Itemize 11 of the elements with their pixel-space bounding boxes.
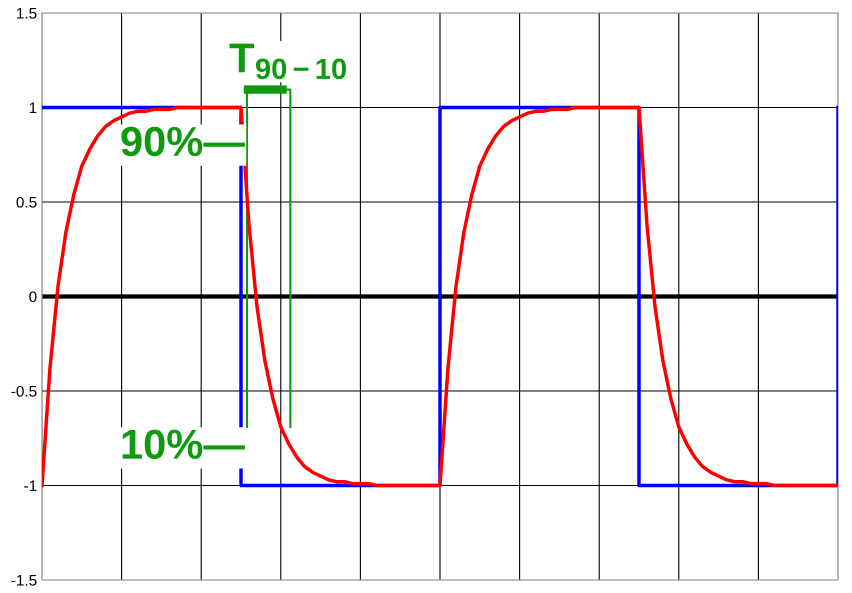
y-tick-label: 1.5 <box>17 8 36 19</box>
line-series <box>42 106 838 488</box>
annotation: 10%— <box>122 430 245 460</box>
y-tick-label: 0.5 <box>16 196 36 208</box>
y-tick-label: 1 <box>30 102 36 114</box>
y-tick-label: -0.5 <box>11 386 36 397</box>
y-tick-label: -1 <box>24 480 36 492</box>
annotation: 90%— <box>121 126 245 156</box>
annotation: T$_{90−10}$ <box>230 44 346 80</box>
y-tick-label: -1.5 <box>11 575 36 586</box>
y-tick-label: 0 <box>29 291 37 302</box>
